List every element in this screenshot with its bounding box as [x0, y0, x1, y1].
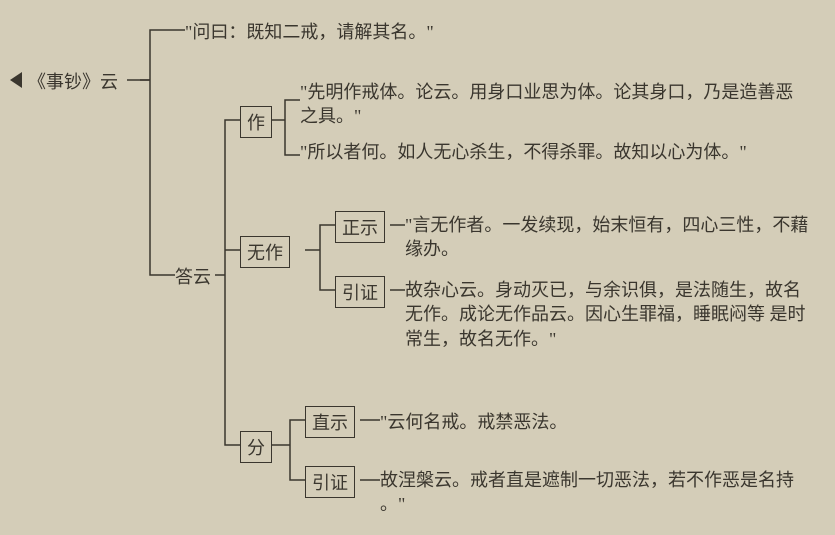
yinzheng-fen-content: 故涅槃云。戒者直是遮制一切恶法，若不作恶是名持 。": [380, 470, 794, 514]
node-yinzheng-fen-label: 引证: [312, 473, 348, 493]
zhishi-text: "云何名戒。戒禁恶法。: [380, 410, 810, 434]
node-yinzheng-fen: 引证: [305, 466, 355, 498]
node-zuo-label: 作: [247, 113, 265, 133]
node-wuzuo: 无作: [240, 236, 290, 268]
node-wuzuo-label: 无作: [247, 243, 283, 263]
answer-label-text: 答云: [175, 267, 211, 287]
node-zhishi-label: 直示: [312, 413, 348, 433]
zuo-text-1-content: "所以者何。如人无心杀生，不得杀罪。故知以心为体。": [300, 142, 747, 162]
node-zhengshi: 正示: [335, 211, 385, 243]
node-fen-label: 分: [247, 438, 265, 458]
root-text: 《事钞》云: [28, 72, 118, 92]
yinzheng-wuzuo-text: 故杂心云。身动灭已，与余识俱，是法随生，故名无作。成论无作品云。因心生罪福，睡眠…: [405, 278, 815, 351]
zuo-text-1: "所以者何。如人无心杀生，不得杀罪。故知以心为体。": [300, 140, 810, 164]
zuo-text-0: "先明作戒体。论云。用身口业思为体。论其身口，乃是造善恶之具。": [300, 80, 810, 129]
yinzheng-wuzuo-content: 故杂心云。身动灭已，与余识俱，是法随生，故名无作。成论无作品云。因心生罪福，睡眠…: [405, 280, 806, 349]
zhishi-content: "云何名戒。戒禁恶法。: [380, 412, 567, 432]
zhengshi-content: "言无作者。一发续现，始末恒有，四心三性，不藉缘办。: [405, 215, 808, 259]
root-marker-triangle: [10, 72, 22, 88]
zuo-text-0-content: "先明作戒体。论云。用身口业思为体。论其身口，乃是造善恶之具。": [300, 82, 793, 126]
answer-label: 答云: [175, 265, 211, 289]
node-yinzheng-wuzuo: 引证: [335, 276, 385, 308]
node-fen: 分: [240, 431, 272, 463]
node-zhengshi-label: 正示: [342, 218, 378, 238]
node-zhishi: 直示: [305, 406, 355, 438]
yinzheng-fen-text: 故涅槃云。戒者直是遮制一切恶法，若不作恶是名持 。": [380, 468, 820, 517]
node-yinzheng-wuzuo-label: 引证: [342, 283, 378, 303]
root-label: 《事钞》云: [28, 70, 118, 94]
question-content: "问曰：既知二戒，请解其名。": [185, 22, 434, 42]
question-text: "问曰：既知二戒，请解其名。": [185, 20, 605, 44]
node-zuo: 作: [240, 106, 272, 138]
zhengshi-text: "言无作者。一发续现，始末恒有，四心三性，不藉缘办。: [405, 213, 815, 262]
